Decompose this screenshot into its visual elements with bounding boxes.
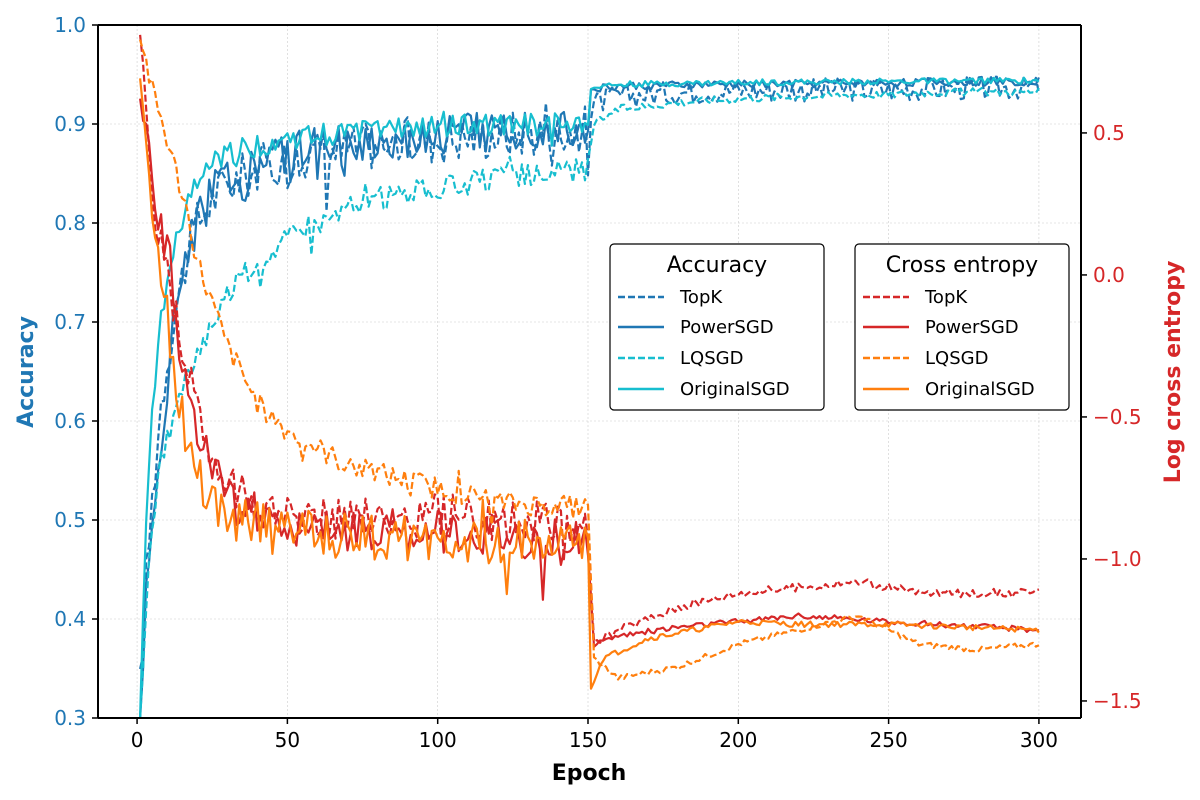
y-right-tick-label: 0.0 [1093,263,1125,287]
y-left-tick-label: 0.7 [54,310,86,334]
legend-entropy-title: Cross entropy [886,253,1038,278]
series-lines [139,34,1040,719]
legend-accuracy-label: OriginalSGD [680,379,790,400]
series-accuracy-originalsgd [139,76,1040,717]
axes [97,24,1082,719]
y-right-tick-label: 0.5 [1093,121,1125,145]
legend-entropy-label: LQSGD [925,348,988,369]
y-right-tick-label: −1.5 [1093,689,1142,713]
y-left-tick-label: 1.0 [54,13,86,37]
legend-entropy-label: PowerSGD [925,317,1019,338]
y-right-tick-label: −1.0 [1093,547,1142,571]
grid [98,24,1081,719]
x-tick-label: 100 [419,728,457,752]
series-cross-entropy-originalsgd [139,78,1040,690]
y-right-tick-label: −0.5 [1093,405,1142,429]
y-left-tick-label: 0.4 [54,607,86,631]
y-left-tick-label: 0.6 [54,409,86,433]
legend-entropy-label: OriginalSGD [925,379,1035,400]
legend-accuracy-label: PowerSGD [680,317,774,338]
y-left-axis-title: Accuracy [14,316,39,428]
x-axis-title: Epoch [552,761,627,786]
y-left-tick-label: 0.9 [54,112,86,136]
legend-accuracy-label: TopK [679,287,723,308]
legend-accuracy-label: LQSGD [680,348,743,369]
x-tick-label: 150 [569,728,607,752]
series-accuracy-lqsgd [139,86,1040,719]
legend-cross-entropy: Cross entropy TopK PowerSGD LQSGD Origin… [854,243,1070,411]
series-cross-entropy-lqsgd [139,39,1040,681]
legend-entropy-label: TopK [924,287,968,308]
y-left-tick-label: 0.5 [54,508,86,532]
tick-marks: 0 50 100 150 200 250 300 0.3 0.4 0.5 0.6 0.7 0.8 0.9 1… [54,13,1141,752]
x-tick-label: 250 [870,728,908,752]
y-right-axis-title: Log cross entropy [1161,261,1186,484]
x-tick-label: 300 [1020,728,1058,752]
x-tick-label: 200 [719,728,757,752]
x-tick-label: 0 [131,728,144,752]
series-accuracy-topk [139,75,1040,670]
series-cross-entropy-topk [139,34,1040,644]
x-tick-label: 50 [275,728,300,752]
legend-accuracy: Accuracy TopK PowerSGD LQSGD OriginalSGD [609,243,825,411]
y-left-tick-label: 0.8 [54,211,86,235]
y-left-tick-label: 0.3 [54,706,86,730]
legend-accuracy-title: Accuracy [667,253,767,278]
